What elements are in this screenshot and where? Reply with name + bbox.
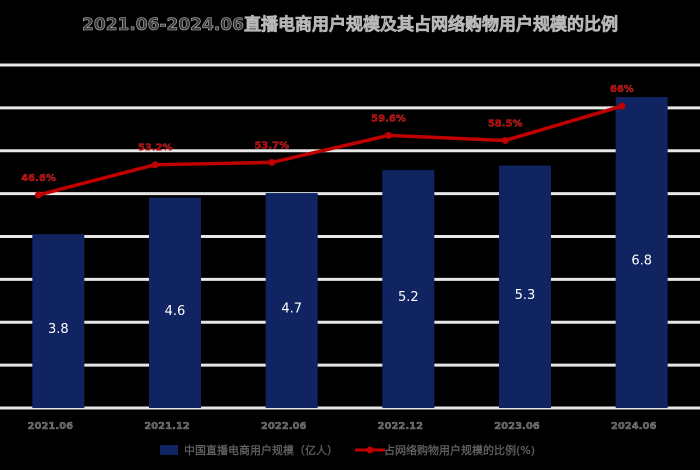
legend-label-line: 占网络购物用户规模的比例(%): [384, 443, 535, 457]
x-ticks: 2021.06 2021.12 2022.06 2022.12 2023.06 2024.…: [27, 421, 657, 432]
line-value-label: 53.2%: [138, 143, 173, 154]
x-tick-label: 2021.12: [144, 421, 190, 432]
line-value-label: 53.7%: [254, 140, 289, 151]
bar-2024.06: [615, 97, 668, 408]
bar-2022.12: [382, 170, 435, 408]
legend-swatch-marker: [366, 446, 374, 454]
bar-value-label: 4.6: [165, 304, 186, 319]
line-series-path: [38, 104, 623, 197]
line-point-2023.06: [501, 136, 509, 144]
bar-value-label: 3.8: [48, 322, 69, 337]
bars: [32, 97, 668, 408]
grid: [0, 63, 700, 410]
bar-2021.06: [32, 234, 85, 408]
x-tick-label: 2024.06: [611, 421, 657, 432]
chart-title: 2021.06-2024.06直播电商用户规模及其占网络购物用户规模的比例: [82, 14, 618, 35]
line-value-label: 59.6%: [371, 113, 406, 124]
line-value-label: 46.6%: [21, 173, 56, 184]
legend-label-bars: 中国直播电商用户规模（亿人）: [184, 443, 338, 457]
legend-swatch-bars: [160, 445, 178, 455]
bar-value-label: 4.7: [281, 302, 302, 317]
bar-2023.06: [499, 165, 551, 408]
line-point-2021.12: [151, 161, 159, 169]
line-value-label: 58.5%: [488, 118, 523, 129]
bar-value-label: 5.2: [398, 290, 419, 305]
bar-2021.12: [149, 197, 201, 408]
x-tick-label: 2022.12: [378, 421, 424, 432]
line-point-2022.06: [268, 158, 276, 166]
legend: 中国直播电商用户规模（亿人） 占网络购物用户规模的比例(%): [160, 443, 535, 457]
line-point-2022.12: [385, 131, 392, 139]
line-value-label: 66%: [610, 84, 634, 95]
bar-value-label: 5.3: [515, 288, 536, 303]
bar-2022.06: [265, 193, 318, 408]
line-layer: 46.6% 53.2% 53.7% 59.6% 58.5% 66%: [21, 84, 634, 199]
x-tick-label: 2022.06: [261, 421, 307, 432]
bar-value-label: 6.8: [631, 254, 652, 269]
x-tick-label: 2023.06: [494, 421, 540, 432]
x-tick-label: 2021.06: [28, 421, 74, 432]
line-point-2024.06: [618, 102, 626, 110]
line-point-2021.06: [35, 191, 42, 199]
bar-labels: 3.8 4.6 4.7 5.2 5.3 6.8: [48, 254, 652, 338]
